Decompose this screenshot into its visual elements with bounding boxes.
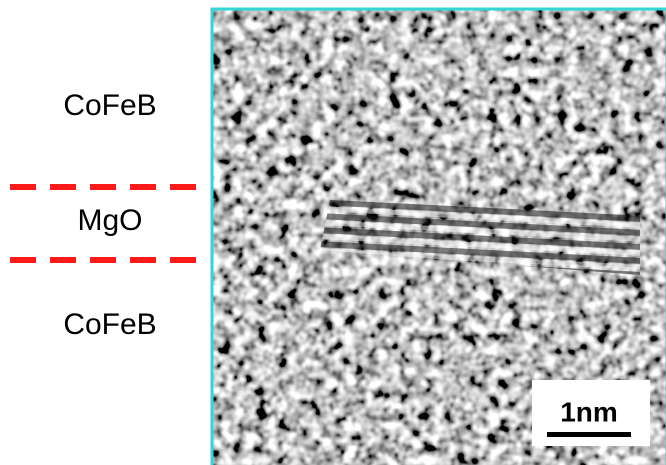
scale-bar [547, 432, 631, 437]
figure: CoFeB MgO CoFeB 1nm [0, 0, 666, 465]
page: {"labels": {"top": "CoFeB", "middle": "M… [0, 0, 666, 465]
layer-label: CoFeB [63, 89, 156, 122]
layer-label: CoFeB [63, 308, 156, 341]
scale-bar-label: 1nm [560, 396, 618, 427]
layer-label: MgO [77, 204, 142, 237]
